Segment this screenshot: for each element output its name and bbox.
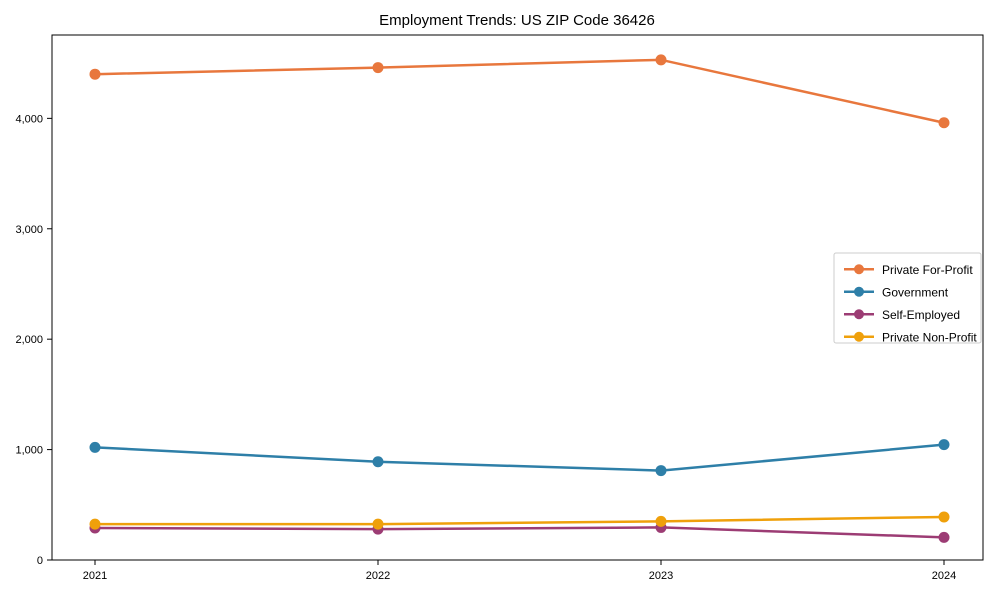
y-tick-label: 1,000 — [15, 445, 43, 457]
x-tick-label: 2022 — [366, 570, 390, 582]
legend-label: Private For-Profit — [882, 263, 973, 277]
data-point-marker — [655, 515, 667, 527]
legend-item: Private Non-Profit — [844, 330, 977, 344]
data-point-marker — [89, 68, 101, 80]
data-point-marker — [89, 518, 101, 530]
data-point-marker — [938, 117, 950, 129]
data-point-marker — [372, 62, 384, 74]
series-private-for-profit — [89, 54, 950, 129]
plot-frame — [51, 34, 984, 561]
series-line — [94, 443, 945, 472]
data-point-marker — [938, 439, 950, 451]
data-point-marker — [655, 54, 667, 66]
y-tick-label: 0 — [37, 555, 43, 567]
legend-marker — [854, 286, 864, 297]
data-point-marker — [372, 456, 384, 468]
legend-item: Government — [844, 285, 949, 299]
data-point-marker — [938, 531, 950, 543]
legend-item: Private For-Profit — [844, 263, 973, 277]
series-line — [94, 58, 945, 124]
legend: Private For-Profit Government Self-Employe… — [833, 252, 982, 344]
legend-marker — [854, 309, 864, 320]
x-tick-label: 2023 — [649, 570, 673, 582]
data-point-marker — [655, 465, 667, 477]
series-line — [94, 526, 945, 539]
series-line — [95, 515, 945, 526]
series-government — [89, 439, 950, 477]
legend-marker — [854, 331, 864, 342]
legend-label: Self-Employed — [882, 308, 960, 322]
data-point-marker — [372, 518, 384, 530]
x-tick-label: 2024 — [932, 570, 956, 582]
y-tick-label: 4,000 — [15, 113, 43, 125]
chart-title: Employment Trends: US ZIP Code 36426 — [379, 12, 655, 29]
x-tick-label: 2021 — [83, 570, 107, 582]
series-private-non-profit — [89, 511, 950, 530]
y-tick-label: 2,000 — [15, 334, 43, 346]
legend-item: Self-Employed — [844, 308, 960, 322]
plot-area: 0 1,000 2,000 3,000 4,000 2021 2022 2023 2024 Pri… — [15, 34, 984, 582]
data-point-marker — [89, 441, 101, 453]
legend-marker — [854, 264, 864, 275]
legend-label: Government — [882, 285, 949, 299]
data-point-marker — [938, 511, 950, 523]
legend-box — [833, 252, 982, 344]
legend-label: Private Non-Profit — [882, 330, 977, 344]
y-tick-label: 3,000 — [15, 224, 43, 236]
